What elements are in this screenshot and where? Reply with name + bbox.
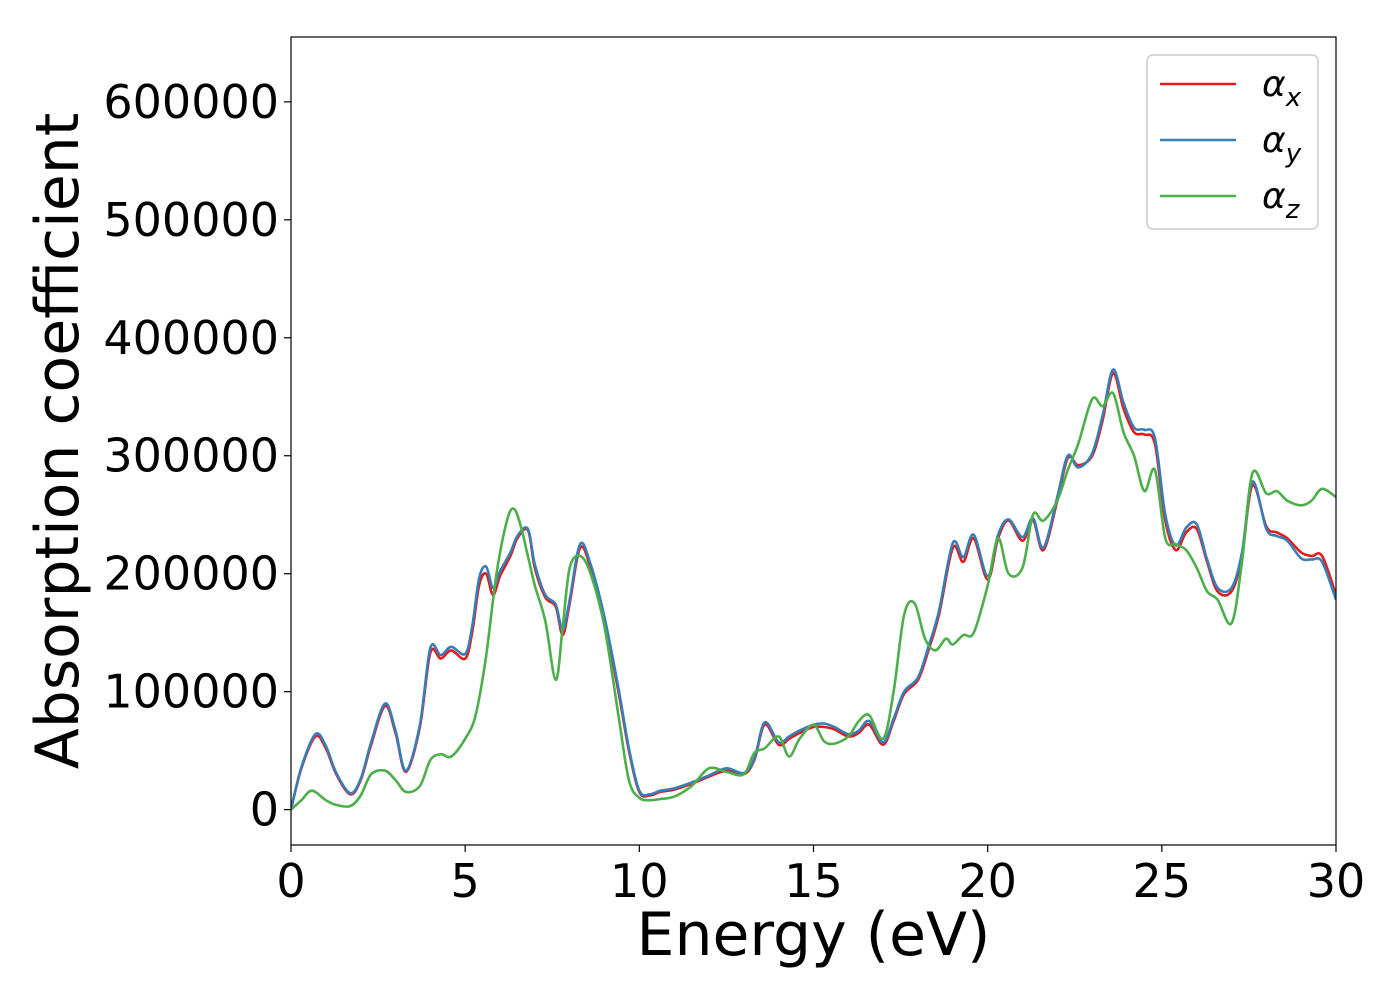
legend-item-y: αy [1160,120,1302,169]
y-tick-label: 300000 [103,429,279,483]
x-axis: 0 5 10 15 20 25 30 [276,845,1365,908]
y-tick-label: 600000 [103,75,279,129]
y-tick-label: 400000 [103,311,279,365]
y-tick-label: 100000 [103,665,279,719]
y-tick-label: 500000 [103,193,279,247]
x-tick-label: 25 [1133,854,1192,908]
legend: αx αy αz [1146,54,1319,230]
legend-label: αz [1262,176,1301,225]
x-tick-label: 5 [451,854,480,908]
y-tick-label: 200000 [103,547,279,601]
x-tick-label: 20 [958,854,1017,908]
series-line-z [291,391,1336,811]
legend-label: αy [1262,120,1302,169]
plot-lines [291,368,1336,811]
y-axis: 0 100000 200000 300000 400000 500000 600000 [103,75,291,837]
x-axis-title: Energy (eV) [637,900,991,970]
legend-box [1146,54,1319,230]
legend-label: αx [1262,64,1302,113]
legend-item-x: αx [1160,64,1302,113]
x-tick-label: 0 [276,854,305,908]
x-tick-label: 15 [784,854,843,908]
x-tick-label: 30 [1307,854,1366,908]
y-axis-title: Absorption coefficient [23,113,93,770]
x-tick-label: 10 [610,854,669,908]
legend-item-z: αz [1160,176,1301,225]
series-line-y [291,368,1336,810]
y-tick-label: 0 [250,783,279,837]
